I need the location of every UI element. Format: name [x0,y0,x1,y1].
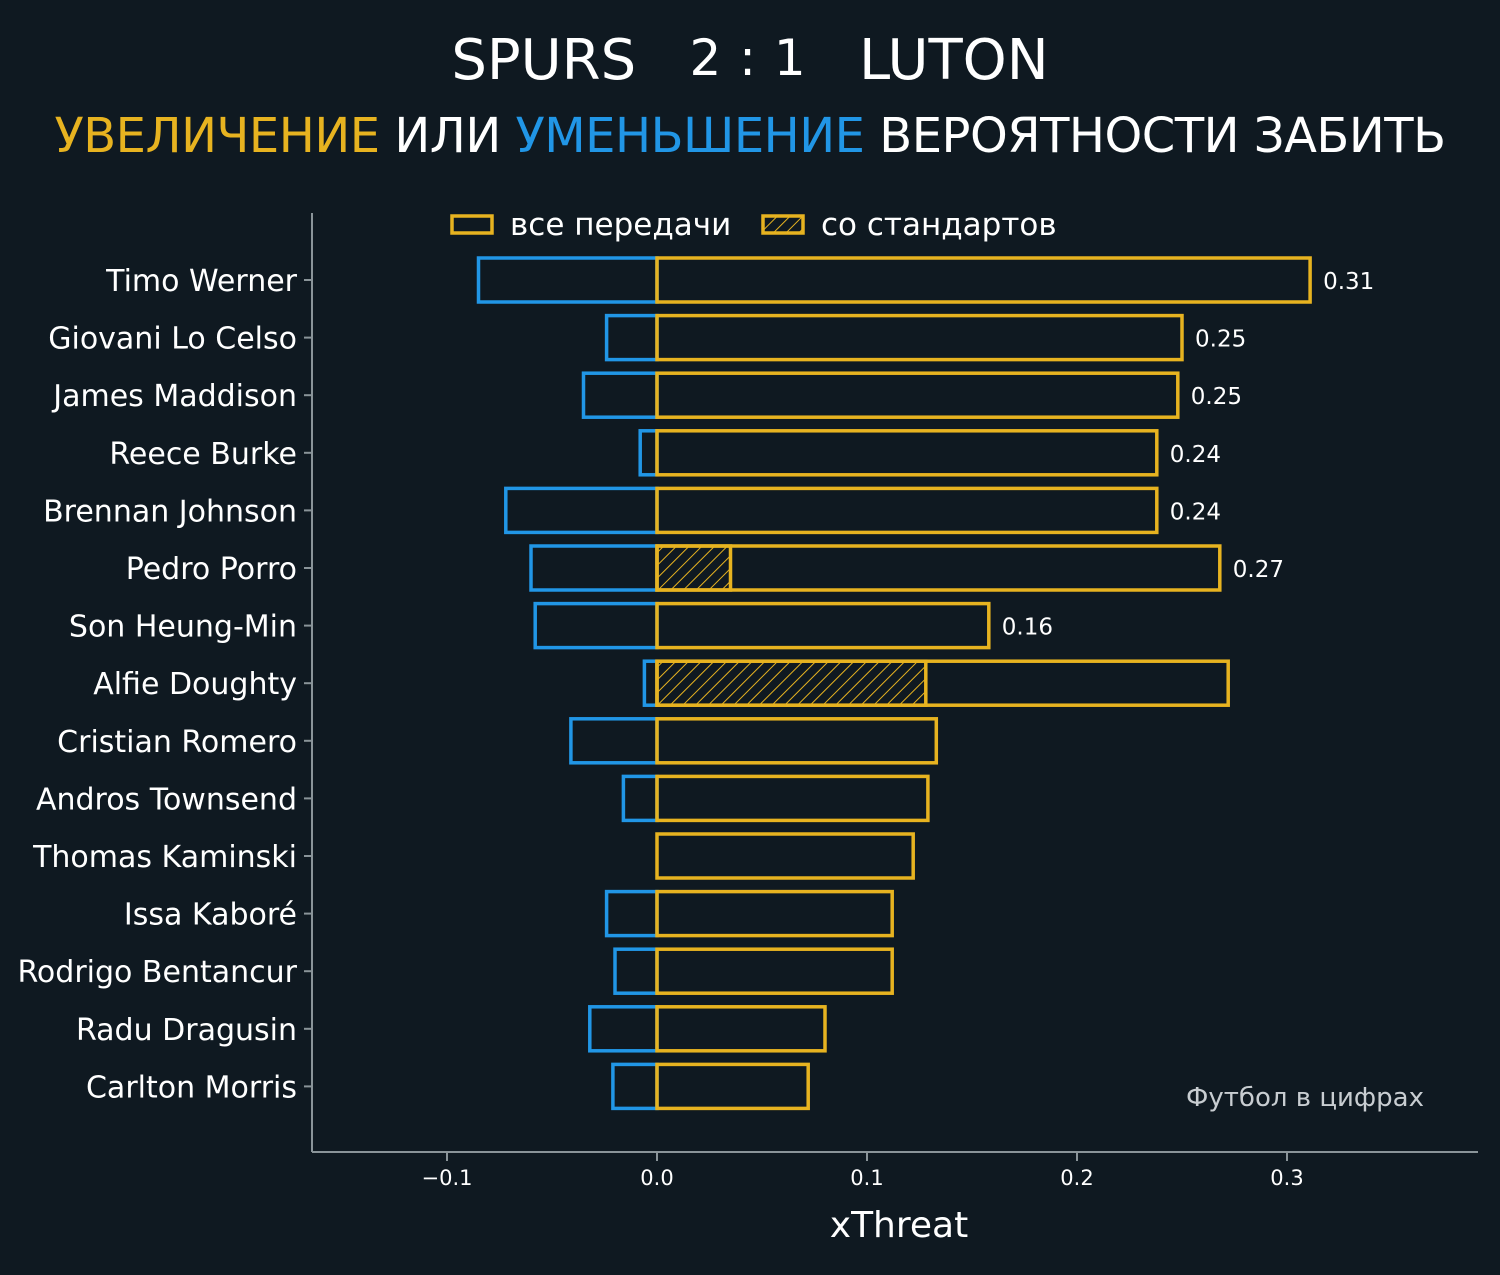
legend-swatch-set-pieces [761,214,805,235]
bar-negative [476,256,659,304]
bar-positive [655,1005,827,1053]
y-tick-label: Issa Kaboré [124,898,297,933]
bar-positive [655,371,1180,419]
y-tick-label: Pedro Porro [126,552,297,587]
data-label: 0.25 [1191,384,1242,410]
watermark: Футбол в цифрах [1186,1083,1424,1113]
y-tick-label: Rodrigo Bentancur [17,955,297,990]
bar-negative [588,1005,659,1053]
bar-negative [638,429,659,477]
bar-negative [611,1062,659,1111]
bar-negative [613,947,659,995]
match-title: SPURS 2 : 1 LUTON [0,28,1500,93]
x-tick-label: 0.2 [1060,1166,1093,1190]
y-tick-label: Andros Townsend [36,782,297,817]
bar-positive [655,717,939,765]
bar-positive [655,889,894,938]
bar-positive [655,429,1159,477]
data-label: 0.31 [1323,269,1374,295]
bar-positive [655,486,1159,535]
bar-negative [533,601,659,650]
data-label: 0.25 [1195,327,1246,353]
x-tick-label: 0.0 [640,1166,673,1190]
bar-positive [655,1062,810,1111]
chart-subtitle: УВЕЛИЧЕНИЕ ИЛИ УМЕНЬШЕНИЕ ВЕРОЯТНОСТИ ЗА… [0,108,1500,164]
away-team: LUTON [859,28,1049,93]
y-tick-label: James Maddison [51,379,297,414]
x-tick-label: 0.3 [1270,1166,1303,1190]
y-tick-label: Timo Werner [105,264,297,299]
legend-label-set-pieces: со стандартов [821,207,1057,243]
bar-positive [655,947,894,995]
data-label: 0.24 [1170,499,1221,525]
data-label: 0.27 [1233,557,1284,583]
y-tick-label: Thomas Kaminski [32,840,297,875]
x-axis-label: xThreat [830,1205,968,1246]
bar-positive [655,774,930,823]
subtitle-decrease: УМЕНЬШЕНИЕ [515,108,866,164]
bar-negative [581,371,659,419]
home-team: SPURS [451,28,637,93]
bar-positive [655,544,1222,592]
bar-positive [655,256,1312,304]
bar-negative [604,889,659,938]
y-tick-label: Brennan Johnson [43,494,297,529]
bar-set-piece [655,659,928,707]
bar-negative [642,659,659,707]
x-tick-label: −0.1 [422,1166,473,1190]
score-separator: : [739,29,757,87]
subtitle-increase: УВЕЛИЧЕНИЕ [54,108,380,164]
bar-negative [529,544,659,592]
away-score: 1 [773,29,806,87]
y-tick-label: Reece Burke [109,437,297,472]
y-tick-label: Cristian Romero [57,725,297,760]
y-tick-label: Alfie Doughty [93,667,297,702]
bar-positive [655,832,915,880]
y-tick-label: Radu Dragusin [76,1013,297,1048]
data-label: 0.16 [1002,615,1053,641]
legend-swatch-all-passes [450,214,494,235]
y-tick-label: Son Heung-Min [69,610,297,645]
subtitle-or: ИЛИ [394,108,501,164]
bar-set-piece [655,544,733,592]
bar-positive [655,601,991,650]
data-label: 0.24 [1170,442,1221,468]
legend-label-all-passes: все передачи [510,207,731,243]
bar-negative [621,774,659,823]
y-tick-label: Carlton Morris [86,1070,297,1105]
home-score: 2 [689,29,722,87]
subtitle-rest: ВЕРОЯТНОСТИ ЗАБИТЬ [879,108,1446,164]
bar-positive [655,313,1184,362]
x-tick-label: 0.1 [850,1166,883,1190]
bar-negative [604,313,659,362]
bar-negative [569,717,659,765]
y-tick-label: Giovani Lo Celso [48,322,297,357]
bar-positive [655,659,1230,707]
bar-negative [504,486,659,535]
